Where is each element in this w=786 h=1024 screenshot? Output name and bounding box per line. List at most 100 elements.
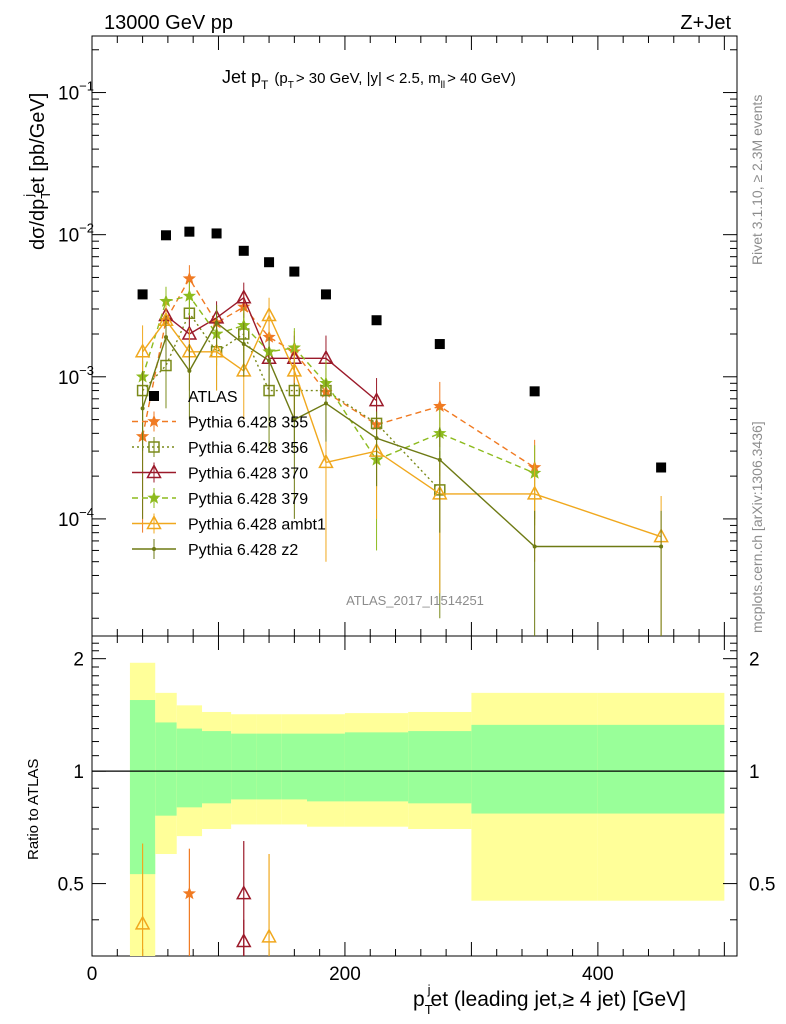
main-ytick-label: 10−1 [58, 79, 94, 105]
legend-entry-4: Pythia 6.428 379 [132, 488, 308, 508]
series-line-3 [165, 296, 378, 402]
series-point [532, 544, 537, 549]
main-y-axis-label-part1: dσ/dp [27, 199, 49, 250]
xtick-label: 0 [87, 964, 98, 985]
ratio-ytick-label-left: 0.5 [58, 875, 84, 896]
series-point [437, 457, 442, 462]
ratio-stat-band-4 [231, 733, 257, 800]
series-point [320, 289, 331, 300]
main-y-axis-label-part2: et [pb/GeV] [27, 93, 49, 194]
series-line-5 [142, 313, 662, 538]
series-point [163, 335, 168, 340]
main-ytick-label: 10−4 [58, 505, 94, 531]
ratio-ytick-label-left: 2 [73, 650, 84, 671]
legend-marker [148, 441, 160, 453]
plot-title-cuts2: > 30 GeV, |y| < 2.5, m [296, 70, 441, 87]
legend-label: Pythia 6.428 356 [188, 440, 308, 457]
legend-label: Pythia 6.428 ambt1 [188, 517, 326, 534]
rivet-label: Rivet 3.1.10, ≥ 2.3M events [749, 95, 765, 265]
series-point [241, 342, 246, 347]
analysis-watermark: ATLAS_2017_I1514251 [346, 593, 484, 608]
plot-title-sub: T [261, 78, 269, 92]
legend-label: Pythia 6.428 355 [188, 415, 308, 432]
plot-title-cuts3: > 40 GeV) [447, 70, 516, 87]
xtick-label: 400 [582, 964, 614, 985]
legend-entry-6: Pythia 6.428 z2 [132, 539, 298, 559]
series-point [140, 406, 145, 411]
series-point [211, 228, 222, 239]
ratio-stat-band-1 [155, 722, 177, 816]
series-point [318, 453, 334, 469]
ratio-ytick-label-right: 1 [749, 762, 760, 783]
plot-title-cut-T: T [288, 80, 294, 91]
ratio-stat-band-3 [202, 731, 232, 804]
ratio-ytick-label-right: 0.5 [749, 875, 775, 896]
series-point [368, 392, 385, 407]
series-point [187, 368, 192, 373]
series-point [264, 257, 275, 268]
ratio-stat-band-2 [176, 728, 203, 808]
series-point [159, 294, 173, 307]
legend-marker [149, 391, 159, 401]
xtick-label: 200 [329, 964, 361, 985]
ratio-stat-band-11 [597, 724, 725, 814]
series-point [236, 289, 252, 304]
legend-entry-0: ATLAS [149, 389, 238, 406]
series-point [374, 436, 379, 441]
series-point [134, 343, 151, 358]
ratio-stat-band-6 [281, 733, 307, 800]
ratio-bands [129, 662, 725, 956]
series-point [286, 362, 303, 377]
main-y-axis-label-sub: T [38, 191, 53, 199]
legend-entry-3: Pythia 6.428 370 [132, 462, 308, 483]
series-point [433, 399, 447, 412]
legend-marker [146, 514, 162, 530]
legend-marker [147, 414, 161, 428]
ratio-point [236, 932, 252, 948]
series-0 [137, 226, 667, 473]
series-point [182, 271, 196, 285]
ratio-stat-band-10 [471, 724, 598, 814]
mcplots-label: mcplots.cern.ch [arXiv:1306.3436] [749, 421, 765, 633]
series-point [289, 266, 300, 277]
axis-ticks: 10−1 10−2 10−3 10−4 0 200 400 2 2 1 1 0.5 0.5 [58, 36, 775, 985]
legend-entry-5: Pythia 6.428 ambt1 [132, 513, 326, 534]
legend-marker [146, 463, 162, 479]
main-ytick-label: 10−2 [58, 221, 94, 247]
series-point [238, 245, 249, 256]
legend-label: Pythia 6.428 z2 [188, 542, 298, 559]
series-ratio [134, 841, 277, 956]
series-point [434, 339, 445, 350]
x-axis-label-rest: et (leading jet,≥ 4 jet) [GeV] [431, 988, 687, 1011]
series-3 [158, 282, 385, 437]
legend-marker [147, 491, 161, 504]
main-y-axis-label: dσ/dpTjet [pb/GeV] [21, 93, 53, 250]
legend-label: Pythia 6.428 370 [188, 466, 308, 483]
x-axis-label-sup: j [427, 982, 431, 997]
header-process-label: Z+Jet [680, 12, 731, 34]
ratio-stat-band-9 [408, 731, 472, 804]
legend-entry-1: Pythia 6.428 355 [132, 411, 308, 432]
ratio-point [236, 885, 252, 900]
legend-marker [152, 547, 156, 551]
series-5 [134, 297, 669, 636]
series-point [137, 289, 148, 300]
series-point [526, 485, 543, 500]
plot-title-cut-ll: ll [441, 80, 445, 91]
legend-label: Pythia 6.428 379 [188, 491, 308, 508]
ratio-point [182, 886, 196, 900]
series-point [214, 320, 219, 325]
series-point [371, 315, 382, 326]
ratio-stat-band-5 [256, 733, 282, 800]
ratio-stat-band-7 [307, 733, 345, 802]
ratio-point [261, 928, 277, 943]
x-axis-label-p: p [413, 988, 425, 1011]
series-line-6 [141, 321, 662, 548]
series-point [323, 401, 328, 406]
plot-title-main: Jet p [222, 67, 261, 87]
series-point [529, 386, 540, 397]
series-point [659, 544, 664, 549]
series-point [261, 306, 277, 322]
legend: ATLAS Pythia 6.428 355 Pythia 6.428 356 Pyt… [132, 389, 326, 559]
main-y-axis-label-sup: j [21, 194, 36, 198]
